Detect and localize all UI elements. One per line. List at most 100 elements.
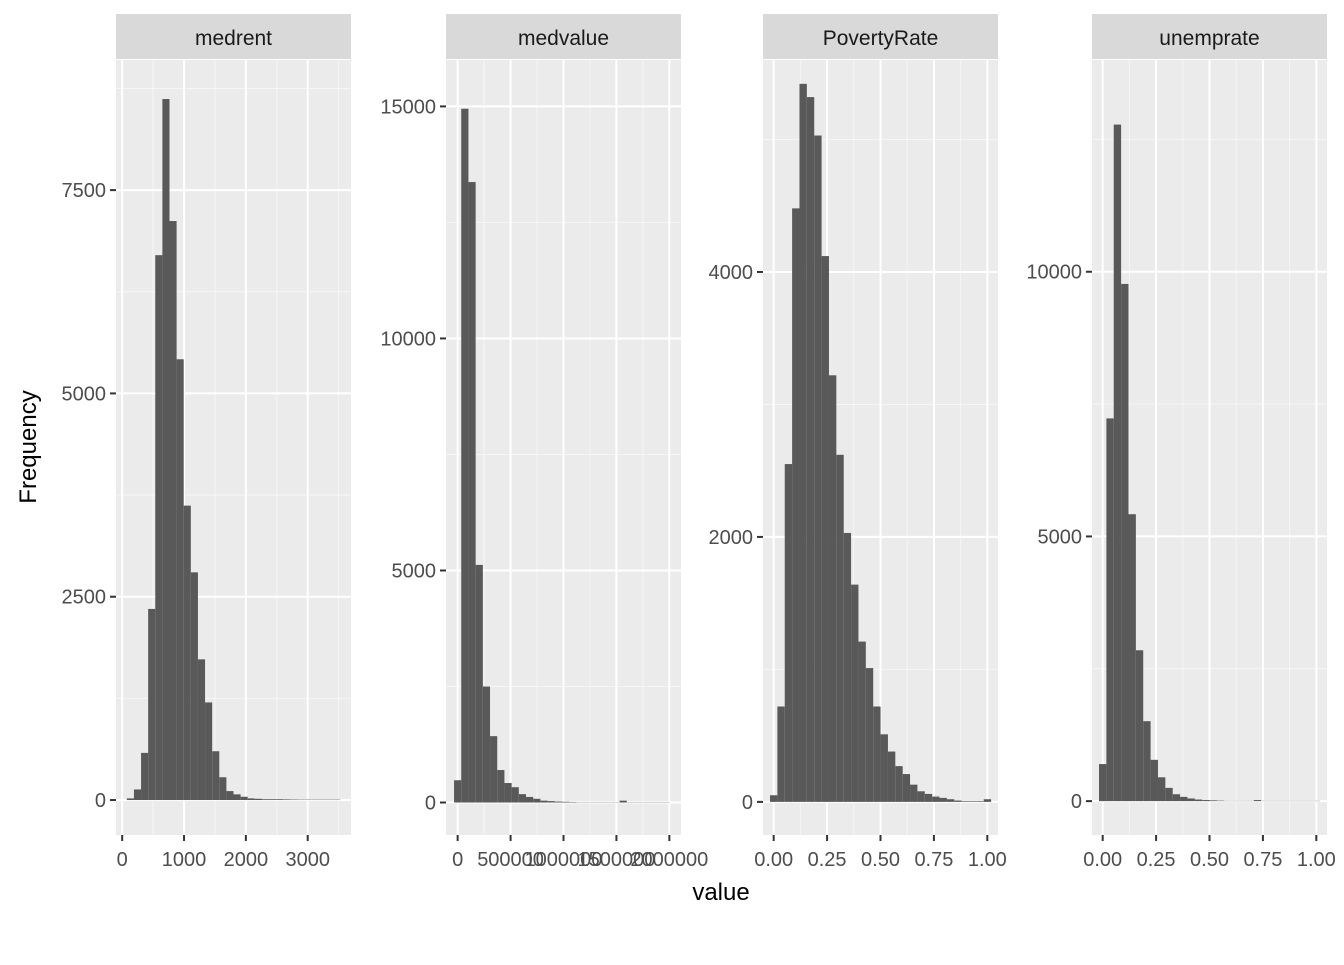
x-tick-label: 0.25 <box>808 849 847 871</box>
y-tick-label: 0 <box>95 790 106 812</box>
histogram-bar <box>1114 125 1121 802</box>
histogram-bar <box>148 609 155 800</box>
histogram-bar <box>1173 794 1180 801</box>
y-tick-label: 2000 <box>709 527 754 549</box>
histogram-bar <box>1187 798 1194 801</box>
histogram-bar <box>807 97 814 802</box>
histogram-bar <box>162 99 169 800</box>
histogram-bar <box>1195 800 1202 802</box>
histogram-bar <box>858 642 865 802</box>
x-tick-label: 2000000 <box>630 849 708 871</box>
histogram-bar <box>1158 777 1165 801</box>
histogram-bar <box>1210 800 1217 801</box>
histogram-bar <box>770 795 777 802</box>
histogram-bar <box>1165 788 1172 801</box>
histogram-bar <box>276 799 283 800</box>
x-tick-label: 0.00 <box>754 849 793 871</box>
histogram-bar <box>562 802 569 803</box>
histogram-bar <box>540 801 547 803</box>
histogram-bar <box>888 752 895 802</box>
histogram-bar <box>881 734 888 802</box>
histogram-bar <box>205 702 212 800</box>
histogram-bar <box>932 797 939 802</box>
histogram-bar <box>873 706 880 801</box>
y-tick-label: 4000 <box>709 262 754 284</box>
histogram-bar <box>954 801 961 802</box>
histogram-bar <box>548 801 555 802</box>
x-tick-label: 0.50 <box>1190 849 1229 871</box>
histogram-bar <box>1151 760 1158 801</box>
x-tick-label: 0.00 <box>1083 849 1122 871</box>
facet-strip-label: PovertyRate <box>823 27 939 50</box>
x-tick-label: 2000 <box>224 849 269 871</box>
x-tick-label: 0 <box>117 849 128 871</box>
histogram-bar <box>903 774 910 802</box>
histogram-bar <box>533 799 540 803</box>
histogram-bar <box>512 787 519 802</box>
y-tick-label: 7500 <box>62 180 107 202</box>
histogram-bar <box>454 780 461 802</box>
facet-strip-label: medvalue <box>518 27 609 50</box>
histogram-bar <box>255 799 262 800</box>
histogram-bar <box>947 799 954 802</box>
histogram-bar <box>866 668 873 802</box>
histogram-bar <box>844 533 851 802</box>
histogram-bar <box>940 798 947 802</box>
x-tick-label: 0 <box>452 849 463 871</box>
histogram-bar <box>1136 650 1143 801</box>
x-axis-title: value <box>692 879 749 906</box>
histogram-bar <box>829 375 836 802</box>
histogram-bar <box>917 791 924 802</box>
histogram-bar <box>822 256 829 802</box>
histogram-bar <box>155 255 162 800</box>
histogram-bar <box>127 798 134 800</box>
y-tick-label: 2500 <box>62 587 107 609</box>
histogram-bar <box>504 783 511 802</box>
histogram-bar <box>490 736 497 802</box>
histogram-bar <box>483 686 490 802</box>
facet-strip-label: medrent <box>195 27 272 50</box>
y-tick-label: 0 <box>425 793 436 815</box>
histogram-bar <box>851 585 858 802</box>
y-tick-label: 15000 <box>380 96 436 118</box>
histogram-bar <box>241 797 248 800</box>
histogram-bar <box>1180 797 1187 801</box>
histogram-bar <box>169 221 176 800</box>
x-tick-label: 0.50 <box>861 849 900 871</box>
x-tick-label: 0.75 <box>1243 849 1282 871</box>
histogram-bar <box>910 785 917 802</box>
histogram-bar <box>177 359 184 800</box>
histogram-bar <box>895 766 902 802</box>
histogram-bar <box>925 794 932 802</box>
histogram-bar <box>777 706 784 801</box>
histogram-bar <box>497 770 504 802</box>
histogram-bar <box>226 791 233 800</box>
y-tick-label: 10000 <box>1026 262 1082 284</box>
x-tick-label: 1000 <box>162 849 207 871</box>
histogram-bar <box>799 84 806 802</box>
histogram-bar <box>198 659 205 800</box>
histogram-bar <box>969 801 976 802</box>
histogram-bar <box>785 464 792 802</box>
histogram-bar <box>1202 800 1209 801</box>
histogram-bar <box>184 506 191 800</box>
histogram-bar <box>1254 800 1261 801</box>
x-tick-label: 1.00 <box>1297 849 1336 871</box>
y-tick-label: 0 <box>1071 791 1082 813</box>
y-tick-label: 5000 <box>392 560 437 582</box>
x-tick-label: 1.00 <box>968 849 1007 871</box>
y-tick-label: 0 <box>742 792 753 814</box>
x-tick-label: 0.25 <box>1137 849 1176 871</box>
histogram-bar <box>248 798 255 800</box>
histogram-bar <box>1128 514 1135 801</box>
histogram-bar <box>792 208 799 802</box>
histogram-bar <box>984 799 991 802</box>
histogram-bar <box>191 572 198 800</box>
histogram-bar <box>1106 418 1113 801</box>
